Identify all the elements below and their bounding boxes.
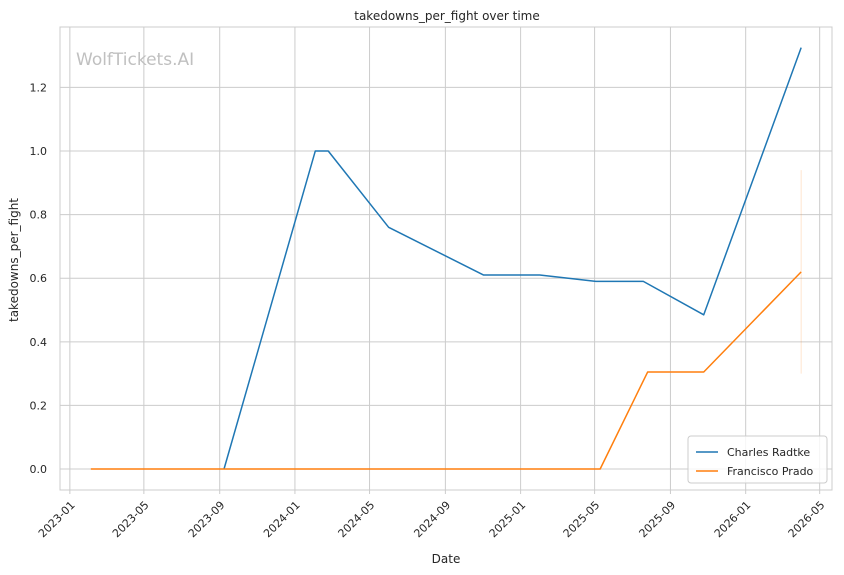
watermark: WolfTickets.AI bbox=[76, 50, 194, 70]
y-axis-label: takedowns_per_fight bbox=[7, 198, 21, 322]
y-tick-label: 1.2 bbox=[30, 81, 48, 94]
y-tick-label: 0.6 bbox=[30, 272, 48, 285]
y-tick-label: 1.0 bbox=[30, 145, 48, 158]
plot-frame bbox=[59, 26, 833, 491]
legend-box bbox=[687, 435, 828, 484]
series-lines bbox=[90, 47, 802, 470]
y-tick-label: 0.4 bbox=[30, 336, 48, 349]
y-tick-label: 0.0 bbox=[30, 463, 48, 476]
y-tick-label: 0.8 bbox=[30, 209, 48, 222]
legend: Charles Radtke Francisco Prado bbox=[687, 435, 828, 484]
series-line bbox=[90, 271, 802, 470]
legend-label: Francisco Prado bbox=[727, 465, 814, 478]
x-axis-label: Date bbox=[432, 552, 461, 566]
chart-title: takedowns_per_fight over time bbox=[354, 9, 540, 23]
y-tick-label: 0.2 bbox=[30, 399, 48, 412]
legend-label: Charles Radtke bbox=[727, 446, 810, 459]
series-line bbox=[223, 47, 802, 470]
